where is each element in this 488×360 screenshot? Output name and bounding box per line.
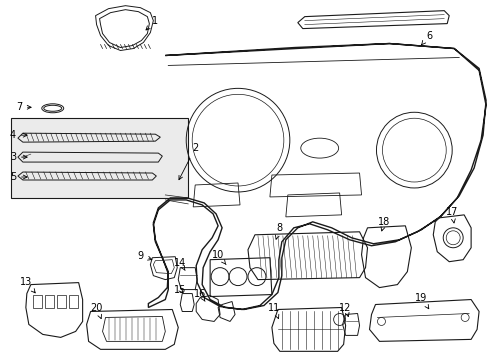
Text: 3: 3 [10, 152, 27, 162]
Text: 9: 9 [137, 251, 151, 261]
Text: 12: 12 [339, 302, 351, 316]
Text: 17: 17 [445, 207, 457, 223]
Text: 5: 5 [10, 172, 27, 182]
Text: 6: 6 [421, 31, 431, 45]
Text: 18: 18 [378, 217, 390, 231]
Text: 8: 8 [275, 223, 283, 239]
Text: 4: 4 [10, 130, 27, 140]
Text: 10: 10 [211, 250, 225, 265]
Text: 19: 19 [414, 293, 428, 309]
Text: 7: 7 [16, 102, 31, 112]
Text: 14: 14 [174, 258, 186, 270]
Text: 20: 20 [90, 302, 102, 319]
Text: 15: 15 [174, 284, 186, 294]
FancyBboxPatch shape [11, 118, 188, 198]
Text: 1: 1 [146, 15, 158, 30]
Text: 11: 11 [267, 302, 280, 319]
Text: 16: 16 [194, 289, 206, 301]
Text: 13: 13 [20, 276, 35, 293]
Text: 2: 2 [179, 143, 198, 180]
